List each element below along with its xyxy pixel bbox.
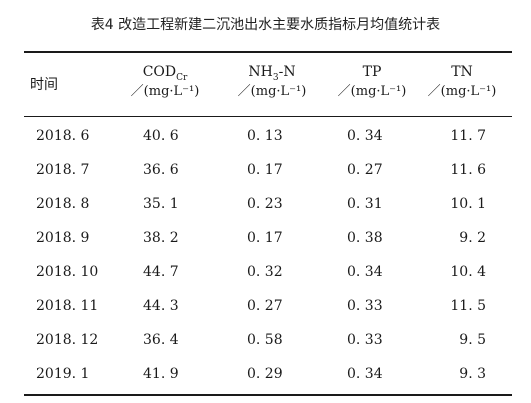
cell-cod: 44. 3 bbox=[143, 298, 179, 314]
cell-tn: 9. 3 bbox=[459, 366, 486, 382]
table-row: 2018. 12 36. 4 0. 58 0. 33 9. 5 bbox=[0, 324, 531, 358]
cell-nh3: 0. 58 bbox=[247, 332, 283, 348]
cell-time: 2019. 1 bbox=[36, 366, 90, 382]
table-row: 2018. 11 44. 3 0. 27 0. 33 11. 5 bbox=[0, 290, 531, 324]
cell-nh3: 0. 13 bbox=[247, 128, 283, 144]
cell-nh3: 0. 27 bbox=[247, 298, 283, 314]
header-tn: TN ／(mg·L⁻¹) bbox=[412, 63, 512, 101]
header-tp-unit: ／(mg·L⁻¹) bbox=[337, 84, 407, 99]
cell-cod: 35. 1 bbox=[143, 196, 179, 212]
cell-tn: 11. 6 bbox=[450, 162, 486, 178]
header-time: 时间 bbox=[30, 77, 58, 93]
cell-time: 2018. 8 bbox=[36, 196, 90, 212]
cell-tp: 0. 33 bbox=[347, 298, 383, 314]
cell-cod: 41. 9 bbox=[143, 366, 179, 382]
table-body: 2018. 6 40. 6 0. 13 0. 34 11. 7 2018. 7 … bbox=[0, 120, 531, 392]
cell-tp: 0. 27 bbox=[347, 162, 383, 178]
table-top-rule bbox=[24, 51, 512, 53]
cell-time: 2018. 9 bbox=[36, 230, 90, 246]
cell-tp: 0. 33 bbox=[347, 332, 383, 348]
header-cod-unit: ／(mg·L⁻¹) bbox=[130, 84, 200, 99]
cell-tn: 10. 1 bbox=[450, 196, 486, 212]
cell-tn: 11. 5 bbox=[450, 298, 486, 314]
cell-cod: 36. 4 bbox=[143, 332, 179, 348]
cell-tp: 0. 34 bbox=[347, 366, 383, 382]
table-bottom-rule bbox=[24, 394, 512, 396]
header-nh3: NH3-N ／(mg·L⁻¹) bbox=[222, 63, 322, 101]
table-row: 2018. 10 44. 7 0. 32 0. 34 10. 4 bbox=[0, 256, 531, 290]
cell-cod: 38. 2 bbox=[143, 230, 179, 246]
cell-time: 2018. 6 bbox=[36, 128, 90, 144]
cell-time: 2018. 7 bbox=[36, 162, 90, 178]
cell-nh3: 0. 17 bbox=[247, 230, 283, 246]
header-nh3-name: NH3-N bbox=[248, 64, 296, 83]
header-nh3-unit: ／(mg·L⁻¹) bbox=[237, 84, 307, 99]
header-tn-unit: ／(mg·L⁻¹) bbox=[427, 84, 497, 99]
cell-nh3: 0. 17 bbox=[247, 162, 283, 178]
table-row: 2018. 6 40. 6 0. 13 0. 34 11. 7 bbox=[0, 120, 531, 154]
cell-nh3: 0. 29 bbox=[247, 366, 283, 382]
cell-tp: 0. 38 bbox=[347, 230, 383, 246]
table-row: 2018. 9 38. 2 0. 17 0. 38 9. 2 bbox=[0, 222, 531, 256]
table-header-rule bbox=[24, 116, 512, 117]
table-row: 2019. 1 41. 9 0. 29 0. 34 9. 3 bbox=[0, 358, 531, 392]
table-row: 2018. 8 35. 1 0. 23 0. 31 10. 1 bbox=[0, 188, 531, 222]
header-cod: CODCr ／(mg·L⁻¹) bbox=[110, 63, 220, 101]
cell-tn: 9. 2 bbox=[459, 230, 486, 246]
cell-time: 2018. 10 bbox=[36, 264, 99, 280]
cell-tn: 9. 5 bbox=[459, 332, 486, 348]
table-row: 2018. 7 36. 6 0. 17 0. 27 11. 6 bbox=[0, 154, 531, 188]
cell-nh3: 0. 23 bbox=[247, 196, 283, 212]
cell-tn: 11. 7 bbox=[450, 128, 486, 144]
cell-cod: 40. 6 bbox=[143, 128, 179, 144]
cell-time: 2018. 11 bbox=[36, 298, 99, 314]
cell-tp: 0. 34 bbox=[347, 264, 383, 280]
header-tp-name: TP bbox=[362, 64, 382, 80]
cell-tp: 0. 31 bbox=[347, 196, 383, 212]
header-tn-name: TN bbox=[451, 64, 473, 80]
cell-cod: 36. 6 bbox=[143, 162, 179, 178]
cell-tn: 10. 4 bbox=[450, 264, 486, 280]
cell-time: 2018. 12 bbox=[36, 332, 99, 348]
cell-nh3: 0. 32 bbox=[247, 264, 283, 280]
cell-tp: 0. 34 bbox=[347, 128, 383, 144]
header-cod-name: CODCr bbox=[142, 64, 188, 83]
cell-cod: 44. 7 bbox=[143, 264, 179, 280]
header-tp: TP ／(mg·L⁻¹) bbox=[322, 63, 422, 101]
table-caption: 表4 改造工程新建二沉池出水主要水质指标月均值统计表 bbox=[90, 17, 441, 33]
